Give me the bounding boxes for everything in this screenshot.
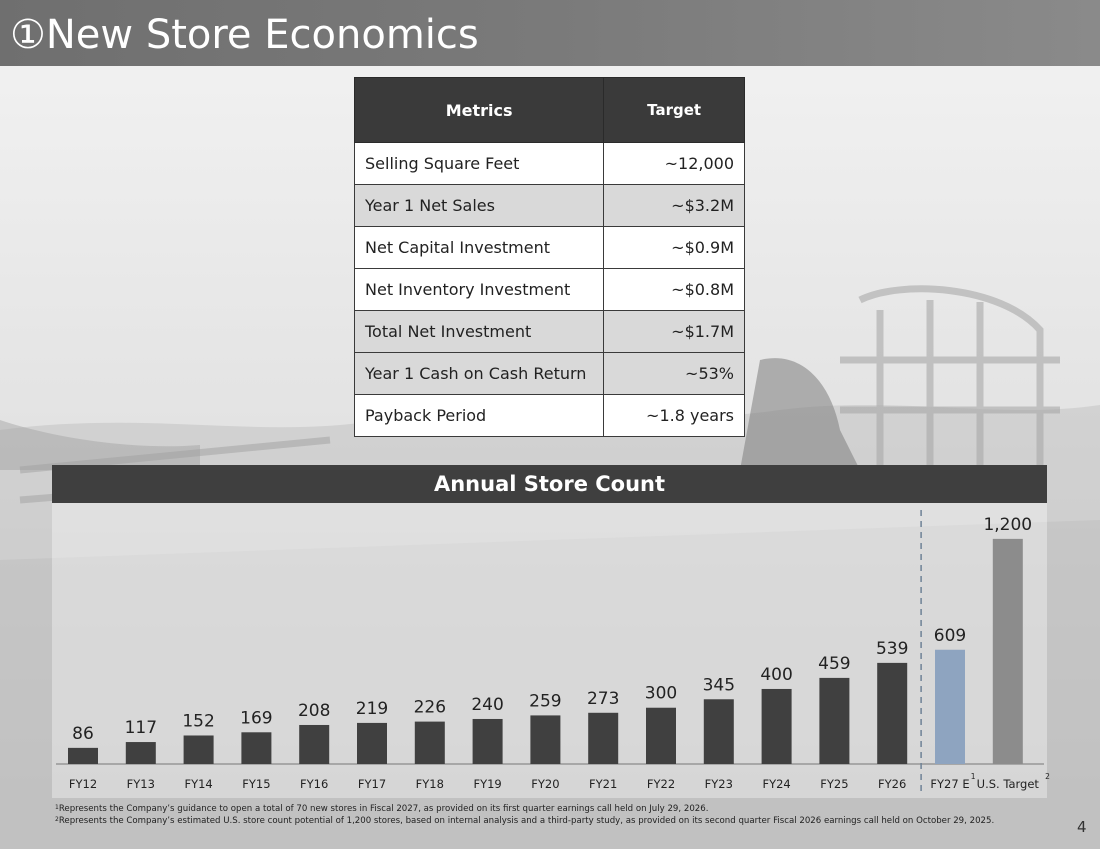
bar-fy26 [877,662,908,764]
data-label: 117 [125,718,157,738]
data-label: 240 [471,695,503,715]
target-column-header: Target [603,77,745,143]
data-label: 345 [703,675,735,695]
data-label: 273 [587,689,619,709]
data-label: 300 [645,684,677,704]
metric-name: Net Capital Investment [353,226,605,269]
data-label: 226 [414,698,446,718]
footnote-1: 1Represents the Company’s guidance to op… [55,803,1045,815]
data-label: 1,200 [983,515,1032,535]
data-label: 539 [876,639,908,659]
data-label: 259 [529,691,561,711]
bar-u-s-target [992,538,1023,764]
title-bar: ①New Store Economics [0,0,1100,66]
metric-target: ~$0.9M [603,226,745,269]
x-tick-label: FY22 [647,777,675,791]
data-label: 609 [934,626,966,646]
metric-name: Payback Period [353,394,605,437]
bar-fy17 [357,722,387,764]
page-number: 4 [1077,818,1087,836]
data-label: 208 [298,701,330,721]
metric-target: ~12,000 [603,142,745,185]
page-title: ①New Store Economics [10,12,479,58]
x-tick-label: FY19 [473,777,501,791]
bar-fy15 [241,732,272,764]
bar-fy19 [472,718,503,764]
footnote-marker: 2 [55,816,59,823]
x-tick-label: FY26 [878,777,906,791]
table-row: Net Inventory Investment ~$0.8M [353,268,745,311]
x-tick-superscript: 2 [1045,772,1050,781]
table-row: Year 1 Net Sales ~$3.2M [353,184,745,227]
metric-name: Year 1 Net Sales [353,184,605,227]
metric-target: ~$1.7M [603,310,745,353]
chart-title: Annual Store Count [52,465,1047,503]
metric-name: Net Inventory Investment [353,268,605,311]
x-tick-label: FY18 [416,777,444,791]
x-tick-label: FY16 [300,777,328,791]
bar-fy16 [299,724,330,764]
x-tick-label: FY20 [531,777,559,791]
footnote-marker: 1 [55,804,59,811]
table-row: Payback Period ~1.8 years [353,394,745,437]
bar-fy18 [414,721,445,764]
x-tick-label: FY14 [184,777,212,791]
metrics-table: Metrics Target Selling Square Feet ~12,0… [353,77,745,437]
x-tick-label: FY23 [705,777,733,791]
footnote-2: 2Represents the Company’s estimated U.S.… [55,815,1045,827]
bar-fy13 [125,742,156,764]
table-row: Total Net Investment ~$1.7M [353,310,745,353]
x-tick-label: FY15 [242,777,270,791]
bar-fy14 [183,735,214,764]
x-tick-label: FY24 [762,777,790,791]
data-label: 400 [760,665,792,685]
bar-fy24 [761,688,792,764]
bar-fy25 [819,677,850,764]
data-label: 86 [72,724,94,744]
footnote-text: Represents the Company’s guidance to ope… [58,804,709,814]
data-label: 152 [182,711,214,731]
data-label: 219 [356,699,388,719]
data-label: 459 [818,654,850,674]
metric-target: ~$0.8M [603,268,745,311]
table-row: Net Capital Investment ~$0.9M [353,226,745,269]
x-tick-label: FY13 [127,777,155,791]
metric-name: Total Net Investment [353,310,605,353]
bar-fy27-e [935,649,965,764]
metric-target: ~1.8 years [603,394,745,437]
metric-name: Year 1 Cash on Cash Return [353,352,605,395]
x-tick-label: FY25 [820,777,848,791]
metrics-table-header-row: Metrics Target [353,77,745,143]
x-tick-label: FY21 [589,777,617,791]
metric-name: Selling Square Feet [353,142,605,185]
metric-target: ~$3.2M [603,184,745,227]
x-tick-label: U.S. Target [977,777,1040,791]
footnote-text: Represents the Company’s estimated U.S. … [58,816,995,826]
bar-fy20 [530,715,561,764]
x-tick-label: FY12 [69,777,97,791]
metrics-column-header: Metrics [353,77,605,143]
x-tick-label: FY27 E [930,777,969,791]
table-row: Selling Square Feet ~12,000 [353,142,745,185]
data-label: 169 [240,708,272,728]
x-tick-superscript: 1 [971,772,976,781]
bar-fy23 [703,699,734,764]
bar-fy21 [588,712,619,764]
bar-fy22 [646,707,676,764]
x-tick-label: FY17 [358,777,386,791]
footnotes: 1Represents the Company’s guidance to op… [55,803,1045,827]
bar-fy12 [68,747,98,764]
